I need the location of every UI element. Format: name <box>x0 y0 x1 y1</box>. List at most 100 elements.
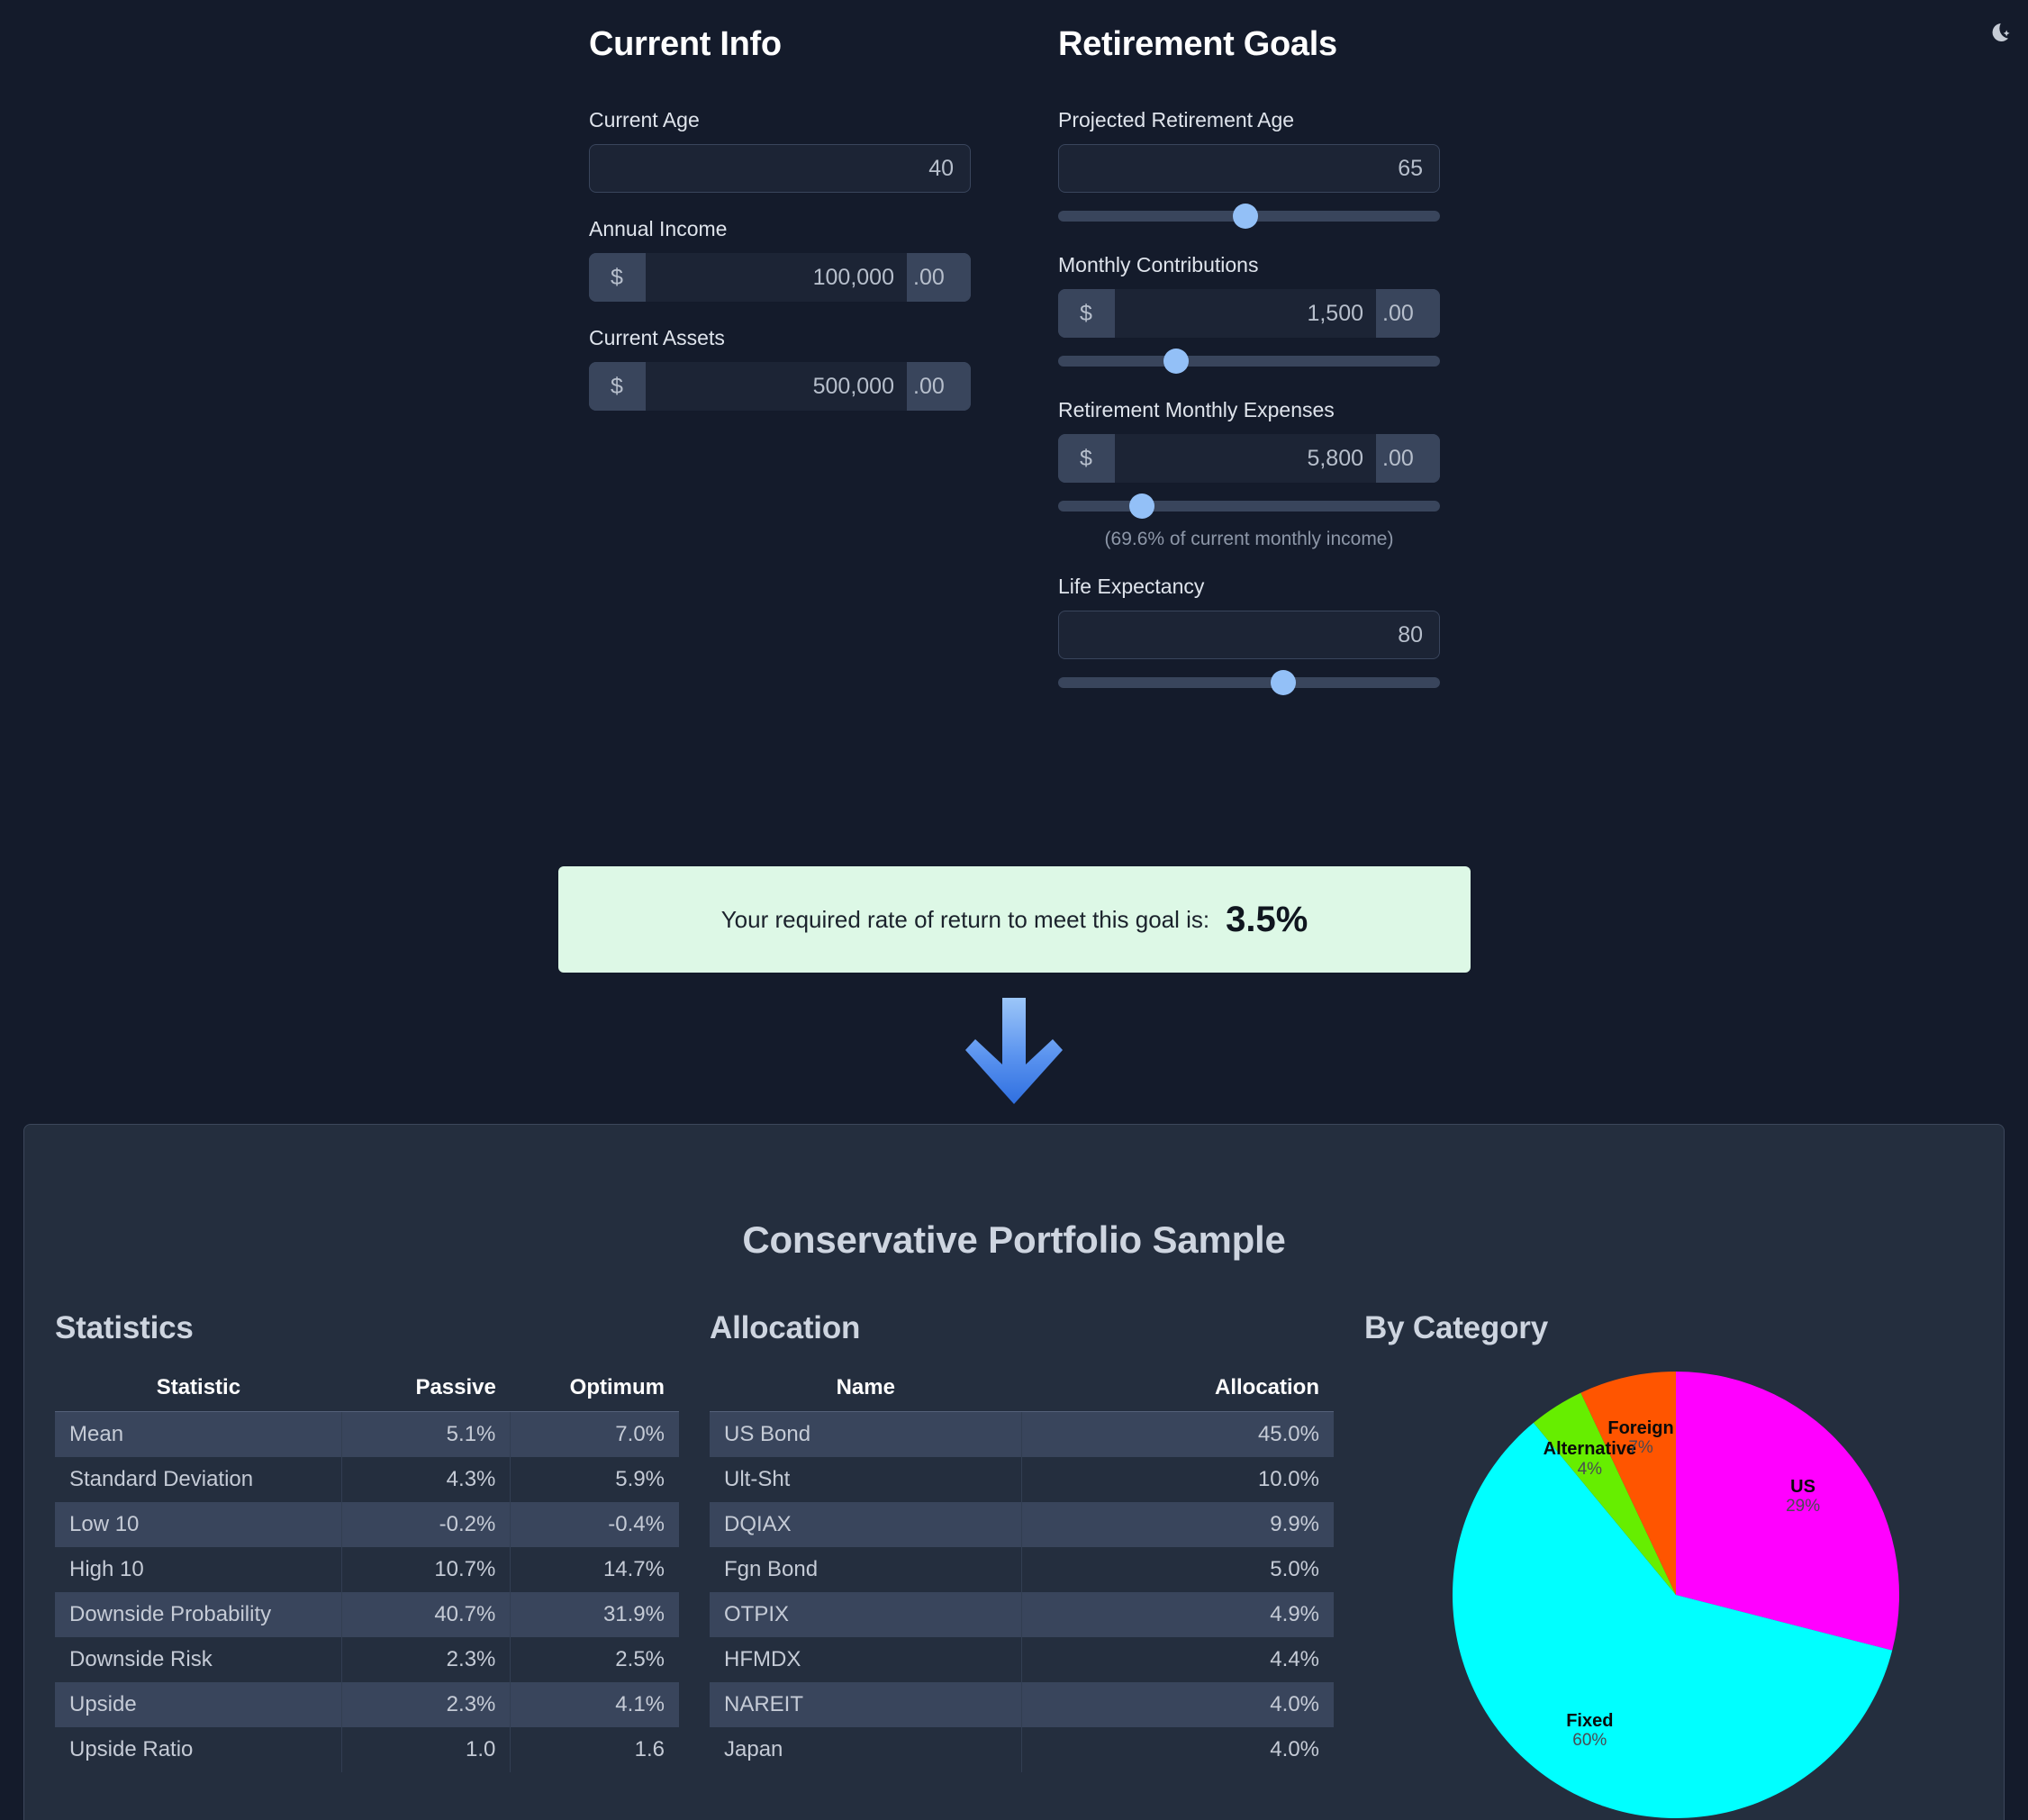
column-header-passive: Passive <box>341 1375 511 1412</box>
portfolio-panels: Statistics Statistic Passive Optimum Mea… <box>24 1310 2004 1820</box>
row-value-cell: 5.0% <box>1270 1557 1319 1581</box>
dollar-sign-prefix: $ <box>1058 434 1114 483</box>
monthly-contributions-input[interactable] <box>1114 289 1377 338</box>
field-label-current-age: Current Age <box>589 108 700 131</box>
row-label-cell: Mean <box>55 1411 343 1457</box>
row-value-cell: 5.1% <box>341 1411 512 1457</box>
by-category-panel: By Category US 29% Fixed 60% Alternative 4% Fo… <box>1364 1310 1973 1820</box>
row-value-cell: 4.0% <box>1270 1737 1319 1761</box>
statistics-panel: Statistics Statistic Passive Optimum Mea… <box>55 1310 679 1820</box>
column-header-statistic: Statistic <box>55 1375 342 1412</box>
allocation-panel: Allocation Name Allocation US Bond 45.0% U… <box>710 1310 1334 1820</box>
statistics-table-body: Mean 5.1% 7.0% Standard Deviation 4.3% 5.9% Lo… <box>55 1411 679 1772</box>
row-value-cell: 4.9% <box>1270 1602 1319 1626</box>
row-label-cell: Fgn Bond <box>710 1547 1022 1592</box>
slider-thumb[interactable] <box>1271 670 1297 695</box>
pie-chart-svg <box>1453 1372 1899 1818</box>
projected-retirement-age-input[interactable] <box>1058 144 1440 193</box>
expenses-helper-text: (69.6% of current monthly income) <box>1104 529 1394 549</box>
dollar-sign-prefix: $ <box>589 253 645 302</box>
table-row: OTPIX 4.9% <box>710 1592 1334 1637</box>
slider-track <box>1058 677 1440 688</box>
required-rate-value: 3.5% <box>1226 899 1308 939</box>
slider-thumb[interactable] <box>1163 349 1190 374</box>
projected-retirement-age-slider[interactable] <box>1058 202 1440 229</box>
allocation-table-body: US Bond 45.0% Ult-Sht 10.0% DQIAX 9.9% Fgn Bon… <box>710 1411 1334 1772</box>
row-label-cell: Upside <box>55 1682 343 1727</box>
table-row: High 10 10.7% 14.7% <box>55 1547 679 1592</box>
dollar-sign-prefix: $ <box>589 362 645 411</box>
row-value-cell: -0.4% <box>608 1512 665 1536</box>
current-info-section: Current Info Current Age Annual Income $… <box>589 25 971 435</box>
row-label-cell: Upside Ratio <box>55 1727 343 1772</box>
current-info-title: Current Info <box>589 25 782 63</box>
row-value-cell: 40.7% <box>341 1592 512 1637</box>
table-header-row: Statistic Passive Optimum <box>55 1375 679 1412</box>
row-value-cell: 4.0% <box>1270 1692 1319 1716</box>
allocation-table: Name Allocation US Bond 45.0% Ult-Sht 10.0%… <box>710 1375 1334 1772</box>
row-label-cell: OTPIX <box>710 1592 1022 1637</box>
table-row: Mean 5.1% 7.0% <box>55 1411 679 1457</box>
row-value-cell: 4.4% <box>1270 1647 1319 1671</box>
pie-slice-foreign[interactable] <box>1580 1372 1676 1595</box>
field-projected-retirement-age: Projected Retirement Age <box>1058 108 1440 229</box>
field-current-age: Current Age <box>589 108 971 193</box>
row-value-cell: 4.1% <box>615 1692 665 1716</box>
table-row: Ult-Sht 10.0% <box>710 1457 1334 1502</box>
cents-suffix: .00 <box>908 362 971 411</box>
current-assets-input[interactable] <box>645 362 908 411</box>
row-label-cell: High 10 <box>55 1547 343 1592</box>
row-value-cell: 7.0% <box>615 1422 665 1446</box>
current-age-input[interactable] <box>589 144 971 193</box>
by-category-title: By Category <box>1364 1310 1548 1345</box>
table-row: Low 10 -0.2% -0.4% <box>55 1502 679 1547</box>
row-value-cell: 45.0% <box>1257 1422 1319 1446</box>
row-label-cell: Low 10 <box>55 1502 343 1547</box>
slider-thumb[interactable] <box>1232 204 1258 229</box>
row-value-cell: -0.2% <box>341 1502 512 1547</box>
table-row: DQIAX 9.9% <box>710 1502 1334 1547</box>
row-label-cell: HFMDX <box>710 1637 1022 1682</box>
slider-track <box>1058 501 1440 512</box>
row-value-cell: 2.5% <box>615 1647 665 1671</box>
row-value-cell: 5.9% <box>615 1467 665 1491</box>
dollar-sign-prefix: $ <box>1058 289 1114 338</box>
field-current-assets: Current Assets $ .00 <box>589 326 971 411</box>
annual-income-input[interactable] <box>645 253 908 302</box>
table-row: NAREIT 4.0% <box>710 1682 1334 1727</box>
retirement-goals-section: Retirement Goals Projected Retirement Ag… <box>1058 25 1440 720</box>
monthly-contributions-slider[interactable] <box>1058 347 1440 374</box>
table-row: HFMDX 4.4% <box>710 1637 1334 1682</box>
column-header-name: Name <box>710 1375 1022 1412</box>
pie-slice-us[interactable] <box>1676 1372 1899 1651</box>
row-label-cell: Downside Probability <box>55 1592 343 1637</box>
retirement-monthly-expenses-slider[interactable] <box>1058 492 1440 519</box>
arrow-down-icon <box>965 998 1063 1104</box>
row-label-cell: NAREIT <box>710 1682 1022 1727</box>
life-expectancy-slider[interactable] <box>1058 668 1440 695</box>
cents-suffix: .00 <box>1377 289 1440 338</box>
slider-thumb[interactable] <box>1129 493 1155 519</box>
table-row: Fgn Bond 5.0% <box>710 1547 1334 1592</box>
field-label-life-expectancy: Life Expectancy <box>1058 575 1205 598</box>
dark-mode-toggle-button[interactable] <box>1978 13 2019 54</box>
row-value-cell: 10.7% <box>341 1547 512 1592</box>
field-label-monthly-contributions: Monthly Contributions <box>1058 253 1259 276</box>
monthly-contributions-group: $ .00 <box>1058 289 1440 338</box>
row-label-cell: Standard Deviation <box>55 1457 343 1502</box>
life-expectancy-input[interactable] <box>1058 611 1440 659</box>
retirement-monthly-expenses-input[interactable] <box>1114 434 1377 483</box>
statistics-table: Statistic Passive Optimum Mean 5.1% 7.0% St… <box>55 1375 679 1772</box>
pie-slice-fixed[interactable] <box>1453 1422 1893 1818</box>
annual-income-group: $ .00 <box>589 253 971 302</box>
category-pie-chart: US 29% Fixed 60% Alternative 4% Foreign 7% <box>1451 1370 1901 1820</box>
field-retirement-monthly-expenses: Retirement Monthly Expenses $ .00 (69.6%… <box>1058 398 1440 550</box>
row-value-cell: 31.9% <box>602 1602 665 1626</box>
retirement-monthly-expenses-group: $ .00 <box>1058 434 1440 483</box>
field-label-projected-retirement-age: Projected Retirement Age <box>1058 108 1295 131</box>
row-label-cell: DQIAX <box>710 1502 1022 1547</box>
current-assets-group: $ .00 <box>589 362 971 411</box>
table-row: Downside Risk 2.3% 2.5% <box>55 1637 679 1682</box>
pie-slice-alternative[interactable] <box>1533 1392 1676 1595</box>
